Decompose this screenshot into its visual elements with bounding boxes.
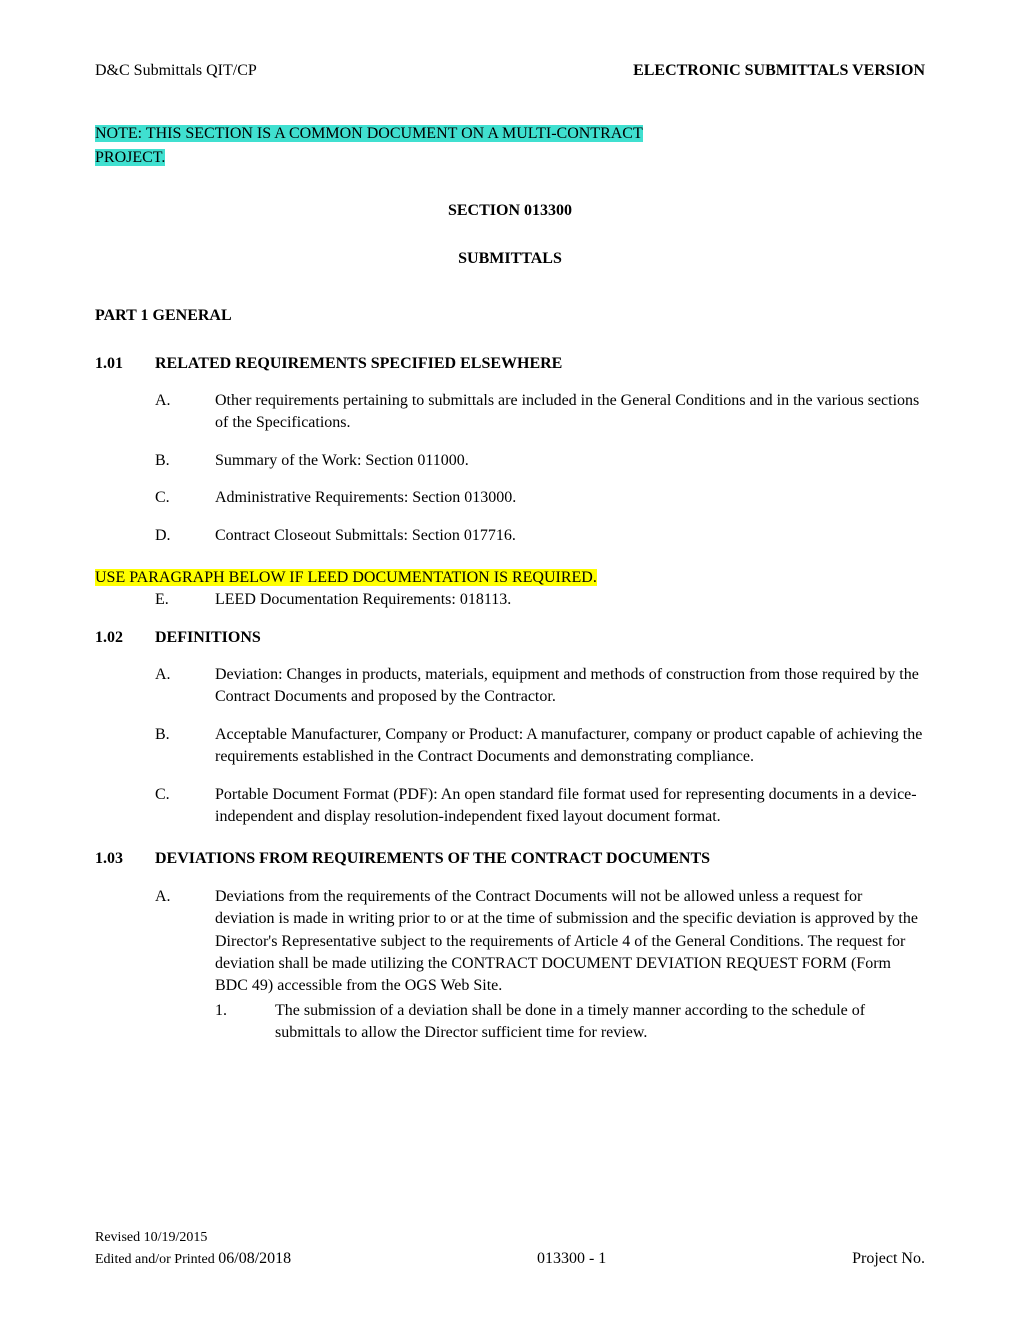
item-103-A: A. Deviations from the requirements of t…	[95, 886, 925, 998]
item-101-E: E. LEED Documentation Requirements: 0181…	[95, 589, 925, 611]
yellow-note-text: USE PARAGRAPH BELOW IF LEED DOCUMENTATIO…	[95, 569, 597, 586]
subsection-101-num: 1.01	[95, 353, 155, 375]
item-text: Other requirements pertaining to submitt…	[215, 390, 925, 435]
item-letter: C.	[155, 784, 215, 829]
subsection-102-num: 1.02	[95, 627, 155, 649]
item-letter: D.	[155, 525, 215, 547]
item-letter: B.	[155, 450, 215, 472]
footer-project-no: Project No.	[852, 1248, 925, 1270]
footer-edited: Edited and/or Printed 06/08/2018	[95, 1248, 291, 1270]
item-101-D: D. Contract Closeout Submittals: Section…	[95, 525, 925, 547]
page-footer: Revised 10/19/2015 Edited and/or Printed…	[95, 1228, 925, 1270]
subsection-103-title: DEVIATIONS FROM REQUIREMENTS OF THE CONT…	[155, 848, 925, 870]
item-letter: A.	[155, 886, 215, 998]
item-text: Deviation: Changes in products, material…	[215, 664, 925, 709]
item-letter: E.	[155, 589, 215, 611]
subsection-102-title: DEFINITIONS	[155, 627, 925, 649]
item-101-C: C. Administrative Requirements: Section …	[95, 487, 925, 509]
yellow-note-block: USE PARAGRAPH BELOW IF LEED DOCUMENTATIO…	[95, 567, 925, 589]
footer-revised: Revised 10/19/2015	[95, 1228, 291, 1248]
cyan-note: NOTE: THIS SECTION IS A COMMON DOCUMENT …	[95, 122, 925, 170]
subsection-101-heading: 1.01 RELATED REQUIREMENTS SPECIFIED ELSE…	[95, 353, 925, 375]
item-letter: A.	[155, 390, 215, 435]
subsection-101-title: RELATED REQUIREMENTS SPECIFIED ELSEWHERE	[155, 353, 925, 375]
subsection-103-heading: 1.03 DEVIATIONS FROM REQUIREMENTS OF THE…	[95, 848, 925, 870]
item-102-B: B. Acceptable Manufacturer, Company or P…	[95, 724, 925, 769]
subsection-103: 1.03 DEVIATIONS FROM REQUIREMENTS OF THE…	[95, 848, 925, 1044]
part-heading: PART 1 GENERAL	[95, 305, 925, 327]
header-left-text: D&C Submittals QIT/CP	[95, 60, 257, 82]
section-subtitle: SUBMITTALS	[95, 248, 925, 270]
subitem-103-A-1: 1. The submission of a deviation shall b…	[95, 1000, 925, 1045]
item-letter: B.	[155, 724, 215, 769]
section-number: SECTION 013300	[95, 200, 925, 222]
subsection-102-heading: 1.02 DEFINITIONS	[95, 627, 925, 649]
item-101-A: A. Other requirements pertaining to subm…	[95, 390, 925, 435]
item-letter: A.	[155, 664, 215, 709]
header-right-text: ELECTRONIC SUBMITTALS VERSION	[633, 60, 925, 82]
note-line-1: NOTE: THIS SECTION IS A COMMON DOCUMENT …	[95, 125, 643, 142]
subsection-102: 1.02 DEFINITIONS A. Deviation: Changes i…	[95, 627, 925, 829]
item-text: Portable Document Format (PDF): An open …	[215, 784, 925, 829]
item-text: LEED Documentation Requirements: 018113.	[215, 589, 925, 611]
note-line-2: PROJECT.	[95, 149, 165, 166]
item-text: Administrative Requirements: Section 013…	[215, 487, 925, 509]
item-101-B: B. Summary of the Work: Section 011000.	[95, 450, 925, 472]
item-102-C: C. Portable Document Format (PDF): An op…	[95, 784, 925, 829]
item-text: Summary of the Work: Section 011000.	[215, 450, 925, 472]
subsection-103-num: 1.03	[95, 848, 155, 870]
item-102-A: A. Deviation: Changes in products, mater…	[95, 664, 925, 709]
footer-page-number: 013300 - 1	[537, 1248, 606, 1270]
document-header: D&C Submittals QIT/CP ELECTRONIC SUBMITT…	[95, 60, 925, 82]
item-letter: C.	[155, 487, 215, 509]
subitem-num: 1.	[215, 1000, 275, 1045]
item-text: Deviations from the requirements of the …	[215, 886, 925, 998]
footer-left: Revised 10/19/2015 Edited and/or Printed…	[95, 1228, 291, 1270]
subitem-text: The submission of a deviation shall be d…	[275, 1000, 925, 1045]
item-text: Contract Closeout Submittals: Section 01…	[215, 525, 925, 547]
subsection-101: 1.01 RELATED REQUIREMENTS SPECIFIED ELSE…	[95, 353, 925, 547]
item-text: Acceptable Manufacturer, Company or Prod…	[215, 724, 925, 769]
